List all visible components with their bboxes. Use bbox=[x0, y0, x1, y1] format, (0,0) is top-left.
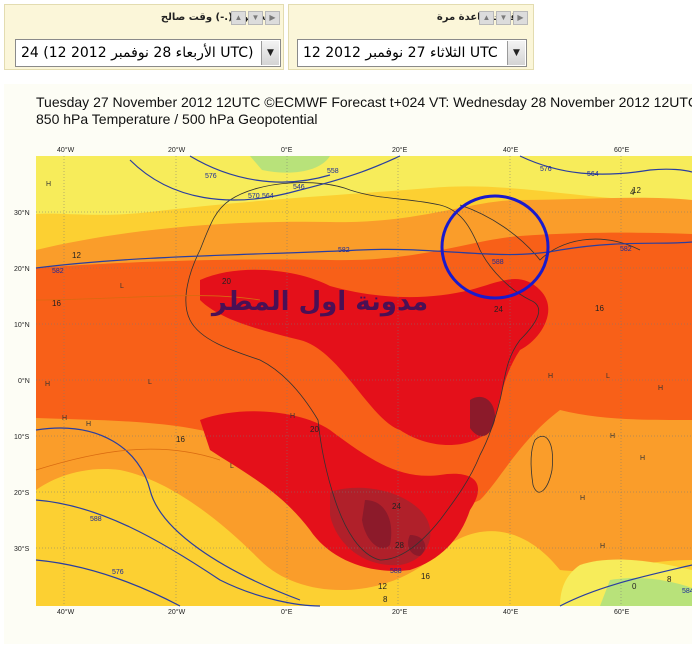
isotherm-label: 8 bbox=[667, 575, 672, 584]
geopotential-label: 564 bbox=[587, 171, 599, 178]
geopotential-label: 570 bbox=[248, 193, 260, 200]
svg-text:H: H bbox=[658, 385, 663, 392]
isotherm-label: 24 bbox=[494, 305, 503, 314]
svg-text:H: H bbox=[45, 381, 50, 388]
svg-text:H: H bbox=[580, 495, 585, 502]
lat-label: 20°S bbox=[14, 489, 30, 497]
forecast-step-select[interactable]: 24 (12 2012 الأربعاء 28 نوفمبر UTC) ▼ bbox=[15, 39, 281, 67]
step-play-arrow-icon[interactable]: ▶ bbox=[265, 11, 280, 25]
isotherm-label: 0 bbox=[632, 582, 637, 591]
geopotential-label: 588 bbox=[90, 516, 102, 523]
lon-label: 60°E bbox=[614, 146, 630, 154]
lon-label: 0°E bbox=[281, 608, 293, 616]
svg-text:H: H bbox=[46, 181, 51, 188]
isotherm-label: 8 bbox=[383, 595, 388, 604]
isotherm-contours bbox=[35, 295, 261, 471]
isotherm-label: 20 bbox=[222, 277, 231, 286]
run-arrows: ▲ ▼ ▶ bbox=[479, 11, 528, 25]
step-up-arrow-icon[interactable]: ▲ bbox=[231, 11, 246, 25]
lat-label: 30°S bbox=[14, 545, 30, 553]
isotherm-label: 16 bbox=[421, 572, 430, 581]
isotherm-label: 12 bbox=[632, 186, 641, 195]
svg-text:H: H bbox=[600, 543, 605, 550]
geopotential-label: 576 bbox=[205, 173, 217, 180]
lon-label: 20°W bbox=[168, 608, 186, 616]
geopotential-label: 588 bbox=[390, 568, 402, 575]
isotherm-label: 28 bbox=[395, 541, 404, 550]
chevron-down-icon[interactable]: ▼ bbox=[507, 41, 525, 65]
isotherm-label: 12 bbox=[72, 251, 81, 260]
svg-text:L: L bbox=[120, 283, 124, 290]
geopotential-label: 546 bbox=[293, 184, 305, 191]
svg-text:H: H bbox=[640, 455, 645, 462]
svg-text:H: H bbox=[290, 413, 295, 420]
lon-label: 20°E bbox=[392, 608, 408, 616]
svg-text:H: H bbox=[610, 433, 615, 440]
lat-lon-grid bbox=[36, 156, 692, 606]
lon-label: 20°E bbox=[392, 146, 408, 154]
lat-label: 30°N bbox=[14, 209, 30, 217]
base-run-panel: توقعات قاعدة مرة ▲ ▼ ▶ 12 2012 الثلاثاء … bbox=[288, 4, 534, 70]
geopotential-contours bbox=[35, 155, 692, 607]
geopotential-label: 576 bbox=[540, 166, 552, 173]
lon-label: 20°W bbox=[168, 146, 186, 154]
svg-text:L: L bbox=[606, 373, 610, 380]
map-subtitle: 850 hPa Temperature / 500 hPa Geopotenti… bbox=[36, 111, 318, 127]
lat-label: 20°N bbox=[14, 265, 30, 273]
lat-label: 10°S bbox=[14, 433, 30, 441]
lat-label: 10°N bbox=[14, 321, 30, 329]
run-up-arrow-icon[interactable]: ▲ bbox=[479, 11, 494, 25]
svg-text:H: H bbox=[86, 421, 91, 428]
base-run-value: 12 2012 الثلاثاء 27 نوفمبر UTC bbox=[303, 45, 498, 61]
lon-label: 40°E bbox=[503, 146, 519, 154]
svg-text:L: L bbox=[230, 463, 234, 470]
geopotential-label: 588 bbox=[492, 259, 504, 266]
lon-label: 40°W bbox=[57, 608, 75, 616]
step-arrows: ▲ ▼ ▶ bbox=[231, 11, 280, 25]
isotherm-label: 12 bbox=[378, 582, 387, 591]
isotherm-label: 4 bbox=[630, 188, 635, 197]
run-down-arrow-icon[interactable]: ▼ bbox=[496, 11, 511, 25]
blog-watermark: مدونة اول المطر bbox=[210, 287, 428, 317]
isotherm-label: 20 bbox=[310, 425, 319, 434]
forecast-step-value: 24 (12 2012 الأربعاء 28 نوفمبر UTC) bbox=[21, 45, 254, 61]
isotherm-label: 16 bbox=[595, 304, 604, 313]
svg-text:H: H bbox=[548, 373, 553, 380]
isotherm-label: 24 bbox=[392, 502, 401, 511]
svg-text:L: L bbox=[148, 379, 152, 386]
geopotential-label: 584 bbox=[682, 588, 692, 595]
lon-label: 40°E bbox=[503, 608, 519, 616]
lon-label: 0°E bbox=[281, 146, 293, 154]
lon-label: 40°W bbox=[57, 146, 75, 154]
map-title: Tuesday 27 November 2012 12UTC ©ECMWF Fo… bbox=[36, 94, 692, 110]
geopotential-label: 576 bbox=[112, 569, 124, 576]
isotherm-label: 16 bbox=[176, 435, 185, 444]
lon-label: 60°E bbox=[614, 608, 630, 616]
temperature-field bbox=[36, 156, 692, 606]
madagascar-coastline bbox=[530, 435, 553, 493]
chevron-down-icon[interactable]: ▼ bbox=[261, 41, 279, 65]
isotherm-label: 16 bbox=[52, 299, 61, 308]
geopotential-label: 564 bbox=[262, 193, 274, 200]
svg-text:H: H bbox=[62, 415, 67, 422]
run-play-arrow-icon[interactable]: ▶ bbox=[513, 11, 528, 25]
highlight-circle bbox=[440, 194, 550, 300]
base-run-select[interactable]: 12 2012 الثلاثاء 27 نوفمبر UTC ▼ bbox=[297, 39, 527, 67]
forecast-step-panel: (الخطوة (.-) وقت صالح ▲ ▼ ▶ 24 (12 2012 … bbox=[4, 4, 284, 70]
geopotential-label: 582 bbox=[52, 268, 64, 275]
geopotential-label: 582 bbox=[338, 247, 350, 254]
lat-label: 0°N bbox=[18, 377, 30, 385]
coastline bbox=[185, 182, 540, 561]
geopotential-label: 558 bbox=[327, 168, 339, 175]
step-down-arrow-icon[interactable]: ▼ bbox=[248, 11, 263, 25]
arabia-coastline bbox=[459, 204, 641, 261]
forecast-step-label: (الخطوة (.-) وقت صالح bbox=[160, 12, 277, 23]
geopotential-label: 582 bbox=[620, 246, 632, 253]
pressure-markers: L L H H L H L H H H H H H H H bbox=[45, 181, 663, 550]
